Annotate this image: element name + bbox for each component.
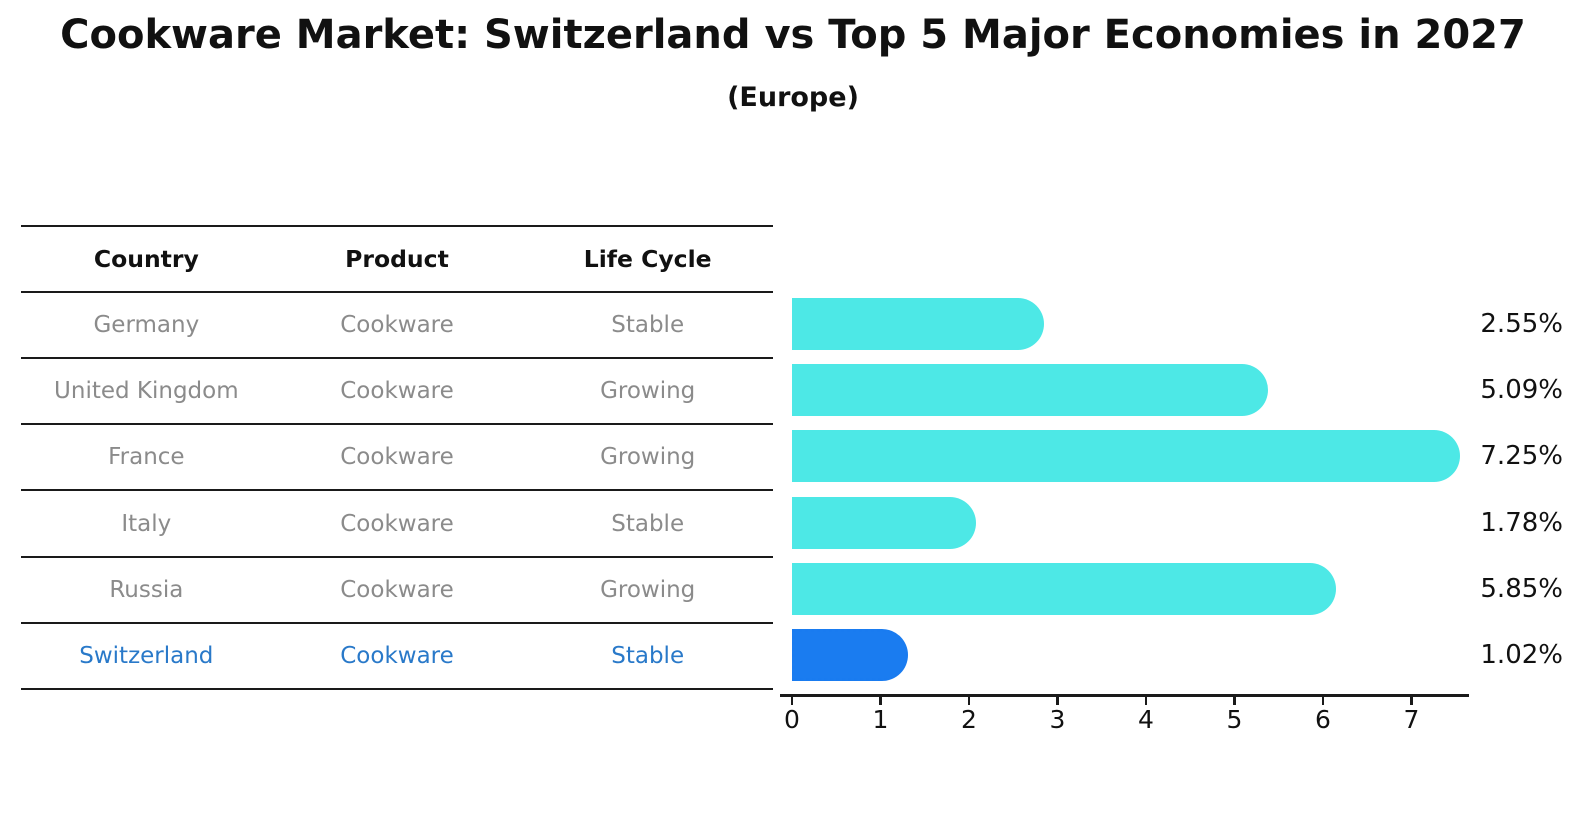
x-tick-mark-5: [1233, 696, 1236, 705]
x-tick-label-2: 2: [961, 705, 977, 734]
x-tick-mark-0: [790, 696, 794, 705]
cell-product: Cookware: [340, 576, 454, 603]
cell-product: Cookware: [340, 377, 454, 404]
cell-country: United Kingdom: [54, 377, 239, 404]
header-life-cycle: Life Cycle: [583, 244, 712, 273]
cell-country: Russia: [109, 576, 184, 603]
cell-country: Germany: [93, 311, 200, 338]
header-product: Product: [345, 244, 449, 273]
x-tick-label-6: 6: [1315, 705, 1331, 734]
x-tick-label-7: 7: [1403, 705, 1420, 734]
table-row-united-kingdom: United Kingdom Cookware Growing: [21, 356, 773, 423]
x-tick-label-1: 1: [872, 705, 889, 734]
cell-life-cycle: Growing: [600, 377, 696, 404]
value-label-germany: 2.55%: [1480, 308, 1563, 339]
x-tick-label-3: 3: [1049, 705, 1066, 734]
cell-country: Italy: [121, 510, 172, 537]
chart-subtitle: (Europe): [727, 82, 859, 113]
cell-life-cycle: Stable: [611, 643, 685, 670]
x-tick-mark-1: [879, 696, 882, 705]
cell-product: Cookware: [340, 510, 454, 537]
cell-life-cycle: Stable: [611, 311, 685, 338]
value-label-italy: 1.78%: [1480, 507, 1563, 538]
table-row-germany: Germany Cookware Stable: [21, 290, 773, 357]
bar-switzerland: [792, 629, 909, 682]
value-label-russia: 5.85%: [1480, 573, 1563, 604]
cell-life-cycle: Growing: [600, 444, 696, 471]
bar-france: [792, 430, 1460, 483]
x-tick-label-5: 5: [1226, 705, 1243, 734]
bar-germany: [792, 297, 1044, 350]
cell-life-cycle: Growing: [600, 576, 696, 603]
cell-life-cycle: Stable: [611, 510, 685, 537]
x-tick-label-4: 4: [1138, 705, 1154, 734]
cell-country: Switzerland: [79, 643, 214, 670]
x-tick-mark-2: [967, 696, 971, 705]
table-row-italy: Italy Cookware Stable: [21, 489, 773, 555]
x-tick-mark-4: [1144, 696, 1148, 705]
cell-product: Cookware: [340, 643, 454, 670]
value-label-france: 7.25%: [1480, 441, 1563, 472]
bar-united-kingdom: [792, 363, 1269, 416]
cell-product: Cookware: [340, 444, 454, 471]
x-axis-spine: [780, 693, 1469, 697]
table-row-russia: Russia Cookware Growing: [21, 555, 773, 622]
table-row-france: France Cookware Growing: [21, 423, 773, 489]
bar-russia: [792, 562, 1336, 615]
table-header-row: Country Product Life Cycle: [21, 225, 773, 291]
value-label-switzerland: 1.02%: [1480, 640, 1563, 671]
bar-italy: [792, 496, 976, 549]
table-row-switzerland: Switzerland Cookware Stable: [21, 621, 773, 688]
x-tick-label-0: 0: [784, 705, 800, 734]
x-tick-mark-7: [1410, 696, 1413, 705]
chart-title: Cookware Market: Switzerland vs Top 5 Ma…: [60, 12, 1526, 58]
table-body: Germany Cookware Stable United Kingdom Cookw…: [21, 290, 773, 689]
x-tick-mark-3: [1056, 696, 1059, 705]
cell-country: France: [108, 444, 185, 471]
header-country: Country: [93, 244, 199, 273]
value-label-united-kingdom: 5.09%: [1480, 374, 1563, 405]
data-table: Country Product Life Cycle Germany Cookwa…: [21, 225, 773, 691]
cell-product: Cookware: [340, 311, 454, 338]
x-tick-mark-6: [1321, 696, 1325, 705]
